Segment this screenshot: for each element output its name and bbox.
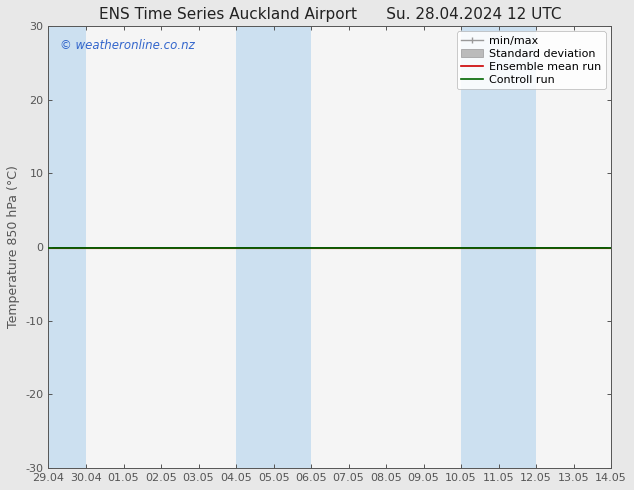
Text: © weatheronline.co.nz: © weatheronline.co.nz xyxy=(60,39,195,52)
Title: ENS Time Series Auckland Airport      Su. 28.04.2024 12 UTC: ENS Time Series Auckland Airport Su. 28.… xyxy=(98,7,561,22)
Y-axis label: Temperature 850 hPa (°C): Temperature 850 hPa (°C) xyxy=(7,166,20,328)
Bar xyxy=(236,26,311,468)
Bar xyxy=(48,26,86,468)
Bar xyxy=(461,26,536,468)
Legend: min/max, Standard deviation, Ensemble mean run, Controll run: min/max, Standard deviation, Ensemble me… xyxy=(456,31,605,89)
